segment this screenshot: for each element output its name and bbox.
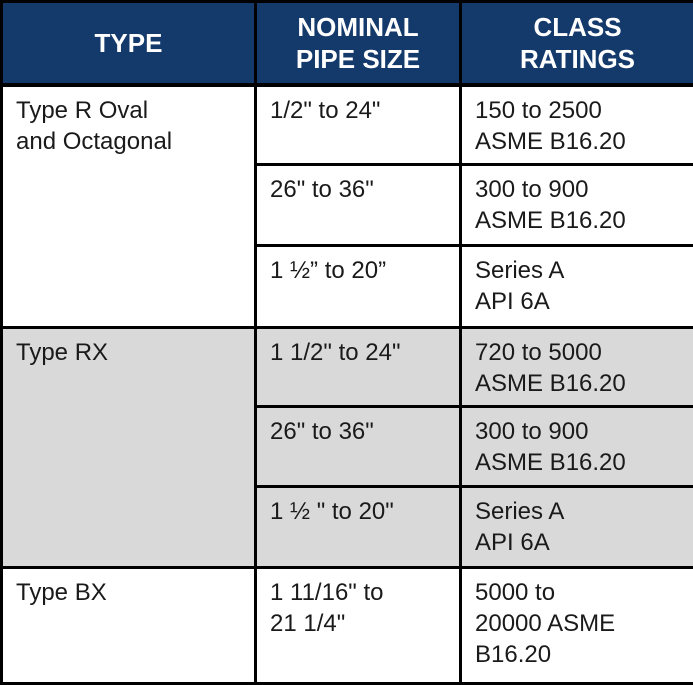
header-cell-class-ratings: CLASS RATINGS [459, 0, 693, 87]
table-row: 1 ½ " to 20" Series A API 6A [2, 484, 693, 569]
pipe-size-cell: 1 ½ " to 20" [254, 484, 462, 569]
class-rating-cell: 150 to 2500 ASME B16.20 [459, 83, 693, 166]
table-row: Type BX 1 11/16" to 21 1/4" 5000 to 2000… [0, 565, 693, 685]
header-cell-nominal-pipe-size: NOMINAL PIPE SIZE [254, 0, 462, 87]
type-cell-r-oval-octagonal: Type R Oval and Octagonal [0, 83, 257, 329]
type-cell-bx: Type BX [0, 565, 257, 685]
class-rating-cell: Series A API 6A [459, 484, 693, 569]
table-row: 26" to 36" 300 to 900 ASME B16.20 [2, 162, 693, 247]
header-row: TYPE NOMINAL PIPE SIZE CLASS RATINGS [0, 0, 693, 87]
table-row: 1 ½” to 20” Series A API 6A [2, 243, 693, 329]
table-row: Type RX 1 1/2" to 24" 720 to 5000 ASME B… [0, 325, 693, 569]
pipe-size-cell: 26" to 36" [254, 162, 462, 247]
header-cell-type: TYPE [0, 0, 257, 87]
class-rating-cell: 5000 to 20000 ASME B16.20 [459, 565, 693, 685]
class-rating-cell: Series A API 6A [459, 243, 693, 329]
pipe-size-cell: 1 11/16" to 21 1/4" [254, 565, 462, 685]
table-row: 26" to 36" 300 to 900 ASME B16.20 [2, 404, 693, 488]
table-row: Type R Oval and Octagonal 1/2" to 24" 15… [0, 83, 693, 329]
pipe-size-cell: 1 1/2" to 24" [254, 325, 462, 408]
type-cell-rx: Type RX [0, 325, 257, 569]
class-rating-cell: 300 to 900 ASME B16.20 [459, 404, 693, 488]
pipe-size-cell: 26" to 36" [254, 404, 462, 488]
pipe-size-cell: 1 ½” to 20” [254, 243, 462, 329]
class-rating-cell: 720 to 5000 ASME B16.20 [459, 325, 693, 408]
class-rating-cell: 300 to 900 ASME B16.20 [459, 162, 693, 247]
pipe-size-cell: 1/2" to 24" [254, 83, 462, 166]
